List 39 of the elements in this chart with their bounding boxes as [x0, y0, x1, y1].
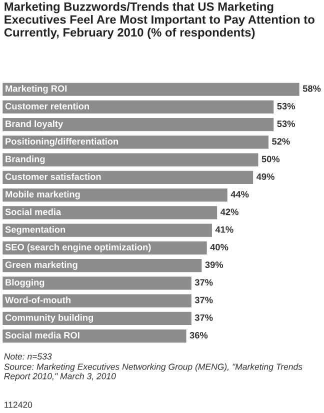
bar: [2, 204, 218, 221]
y-tick-label: Social media ROI: [5, 332, 80, 339]
text: Note: n=533: [4, 353, 52, 360]
source-note: Source: Marketing Executives Networking Group (MENG), "Marketing Trends Report 2010," March 3, 2010: [4, 363, 302, 382]
bar: [2, 275, 193, 292]
text: 112420: [4, 402, 32, 408]
y-tick-label: Segmentation: [5, 226, 66, 235]
y-tick-label: SEO (search engine optimization): [5, 244, 151, 252]
y-tick-label: Brand loyalty: [6, 120, 64, 129]
y-tick-label: Blogging: [6, 278, 44, 288]
data-label: 50%: [262, 156, 280, 162]
y-tick-label: Word-of-mouth: [5, 296, 70, 304]
chart-title: Marketing Buzzwords/Trends that US Marketing Executives Feel Are Most Important to Pay Attention to Currently, February 2010 (% of respondents): [4, 2, 314, 39]
data-label: 44%: [230, 191, 249, 198]
y-tick-label: Social media: [5, 208, 62, 216]
y-tick-label: Customer retention: [5, 102, 90, 110]
y-tick-label: Community building: [5, 314, 94, 323]
data-label: 41%: [215, 226, 234, 233]
data-label: 39%: [205, 262, 224, 268]
data-label: 53%: [277, 102, 295, 110]
data-label: 58%: [302, 85, 321, 92]
bar: [2, 292, 193, 309]
data-label: 37%: [194, 314, 213, 321]
y-tick-label: Marketing ROI: [6, 85, 67, 94]
y-tick-label: Customer satisfaction: [5, 173, 101, 180]
data-label: 36%: [190, 332, 208, 339]
data-label: 37%: [194, 296, 213, 304]
bar: [2, 134, 270, 150]
data-label: 53%: [277, 120, 295, 128]
data-label: 49%: [256, 173, 274, 180]
data-label: 40%: [210, 244, 228, 250]
y-tick-label: Positioning/differentiation: [6, 138, 118, 146]
y-tick-label: Green marketing: [5, 261, 78, 270]
data-label: 37%: [194, 279, 213, 286]
y-tick-label: Mobile marketing: [6, 190, 80, 200]
data-label: 42%: [220, 208, 238, 216]
y-tick-label: Branding: [6, 156, 45, 164]
data-label: 52%: [272, 138, 290, 145]
bar: [2, 222, 214, 238]
